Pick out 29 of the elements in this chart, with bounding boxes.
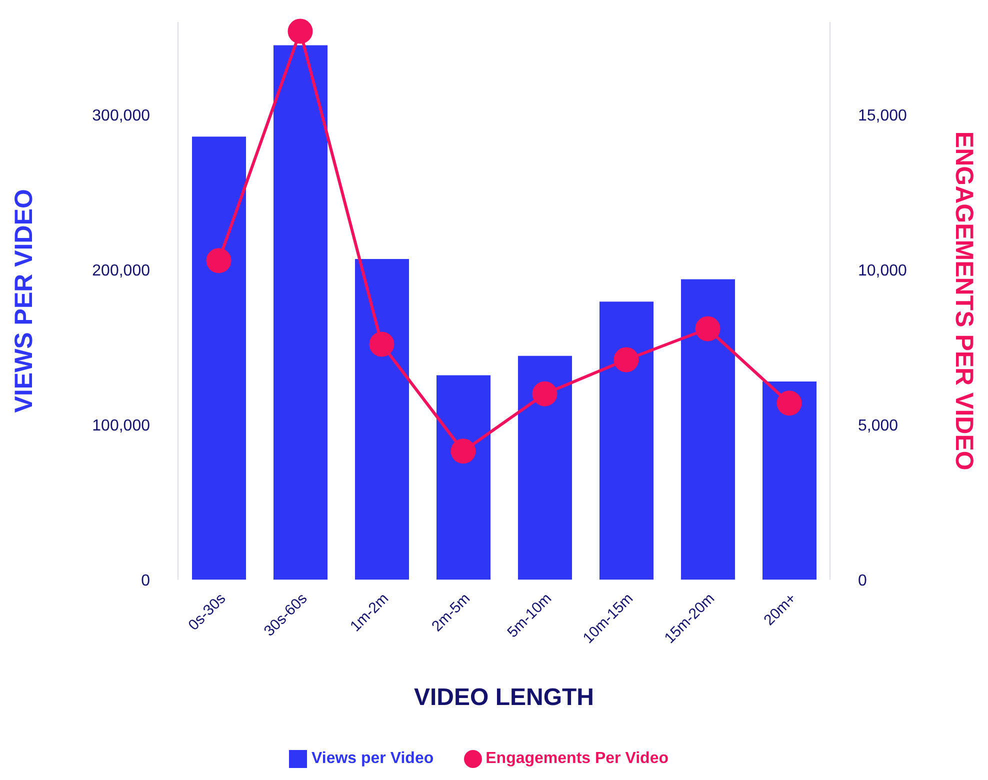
bar (192, 136, 246, 580)
y-tick-label: 200,000 (92, 262, 150, 280)
bar (762, 381, 816, 580)
point (206, 248, 232, 274)
y2-tick-label: 0 (858, 572, 867, 590)
point (450, 438, 476, 464)
y2-tick-label: 5,000 (858, 418, 898, 435)
y2-tick-label: 15,000 (858, 108, 908, 125)
y2-tick-label: 10,000 (858, 262, 908, 280)
point (369, 332, 394, 357)
y-axis-title: VIEWS PER VIDEO (10, 189, 38, 413)
bar (600, 302, 654, 580)
legend-label: Views per Video (311, 750, 434, 767)
bar (681, 279, 735, 580)
point (776, 390, 802, 416)
y2-axis-title: ENGAGEMENTS PER VIDEO (950, 131, 978, 470)
bar (274, 45, 328, 580)
bar (518, 356, 572, 580)
y-tick-label: 0 (141, 572, 150, 590)
y-tick-label: 100,000 (92, 418, 150, 435)
point (288, 18, 313, 44)
bar (355, 259, 409, 580)
legend-label: Engagements Per Video (486, 750, 668, 767)
y-tick-label: 300,000 (92, 108, 150, 125)
point (614, 347, 639, 372)
bar (436, 375, 490, 580)
point (532, 381, 558, 406)
point (695, 316, 720, 342)
x-axis-title: VIDEO LENGTH (414, 684, 594, 711)
